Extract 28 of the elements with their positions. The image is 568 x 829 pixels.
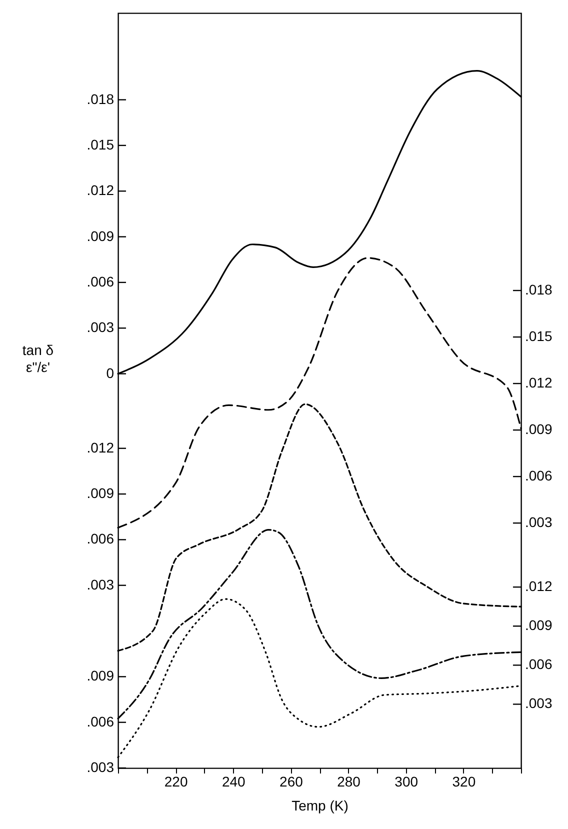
y2-tick-label: .009: [525, 421, 552, 438]
y-tick-label: .018: [86, 90, 114, 107]
y-tick-label: .006: [86, 273, 114, 290]
y2-tick-label: .018: [525, 282, 552, 298]
x-tick-label: 240: [222, 774, 246, 790]
x-tick-label: 260: [280, 774, 304, 790]
y-tick-label: .009: [86, 228, 114, 244]
y-tick-label: 0: [106, 364, 114, 381]
x-tick-label: 280: [337, 774, 361, 790]
y2-tick-label: .015: [525, 328, 552, 344]
y-tick-label: .006: [86, 713, 114, 730]
x-axis-title: Temp (K): [292, 798, 348, 814]
y-tick-label: .003: [86, 759, 114, 775]
y2-tick-label: .012: [525, 578, 552, 594]
y2-tick-label: .006: [525, 468, 552, 484]
y-axis-title: tan δ ε"/ε': [22, 342, 54, 375]
y-tick-label: .009: [86, 668, 114, 684]
y-tick-label: .003: [86, 319, 114, 336]
x-tick-label: 320: [452, 774, 476, 790]
y2-tick-label: .003: [525, 695, 552, 712]
y2-tick-label: .009: [525, 617, 552, 634]
x-tick-label: 300: [394, 774, 418, 790]
y2-tick-label: .012: [525, 374, 552, 391]
y2-tick-label: .006: [525, 656, 552, 672]
y2-tick-label: .003: [525, 514, 552, 530]
y-tick-label: .012: [86, 182, 114, 198]
y-tick-label: .015: [86, 136, 114, 152]
x-tick-label: 220: [164, 774, 188, 790]
